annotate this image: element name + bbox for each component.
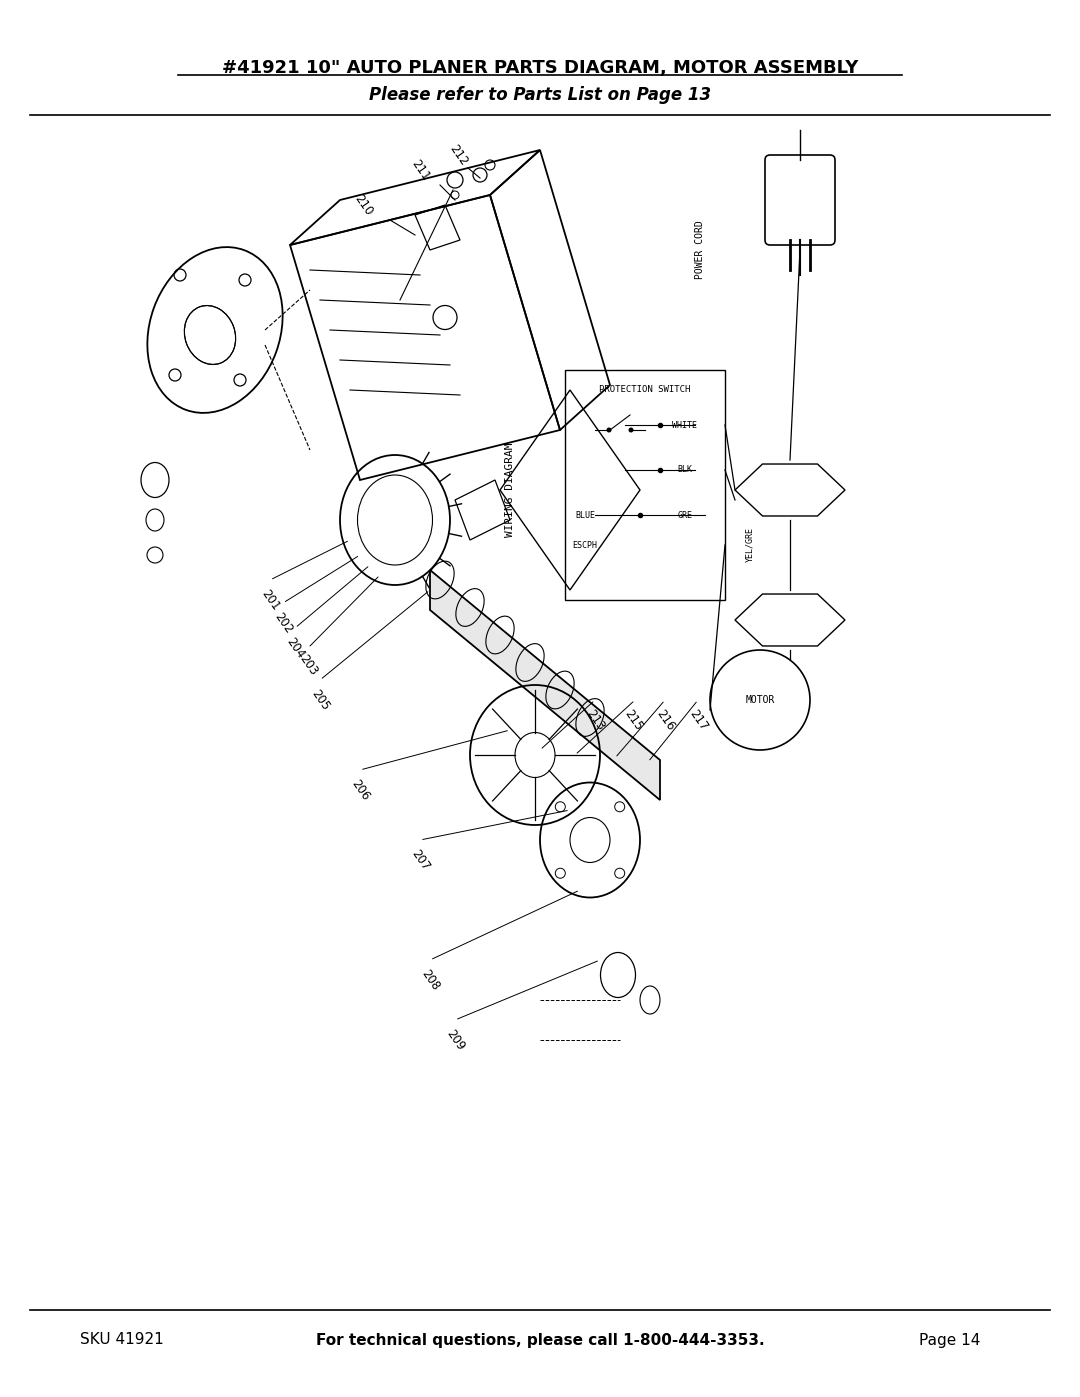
Text: POWER CORD: POWER CORD xyxy=(696,221,705,279)
Polygon shape xyxy=(430,570,660,800)
Text: 216: 216 xyxy=(653,707,677,733)
Text: YEL/GRE: YEL/GRE xyxy=(745,528,754,563)
Text: 201: 201 xyxy=(258,587,282,613)
Text: BLUE: BLUE xyxy=(575,510,595,520)
Circle shape xyxy=(629,427,634,433)
Text: BLK: BLK xyxy=(677,465,692,475)
Text: WHITE: WHITE xyxy=(673,420,698,429)
Text: MOTOR: MOTOR xyxy=(745,694,774,705)
Text: 213: 213 xyxy=(583,707,607,733)
Circle shape xyxy=(607,427,611,433)
Text: WIRING DIAGRAM: WIRING DIAGRAM xyxy=(505,443,515,538)
Text: ESCPH: ESCPH xyxy=(572,541,597,549)
Text: 208: 208 xyxy=(418,967,442,993)
Text: 211: 211 xyxy=(408,156,432,183)
Text: 205: 205 xyxy=(308,687,332,712)
Text: 204: 204 xyxy=(283,636,307,661)
Text: 206: 206 xyxy=(348,777,372,803)
Text: 217: 217 xyxy=(686,707,710,733)
Text: 202: 202 xyxy=(271,610,295,636)
Text: 210: 210 xyxy=(351,193,375,218)
Text: For technical questions, please call 1-800-444-3353.: For technical questions, please call 1-8… xyxy=(315,1333,765,1348)
Text: 209: 209 xyxy=(443,1027,467,1053)
Text: Please refer to Parts List on Page 13: Please refer to Parts List on Page 13 xyxy=(369,87,711,103)
Text: #41921 10" AUTO PLANER PARTS DIAGRAM, MOTOR ASSEMBLY: #41921 10" AUTO PLANER PARTS DIAGRAM, MO… xyxy=(221,59,859,77)
Text: 212: 212 xyxy=(446,142,470,168)
Text: PROTECTION SWITCH: PROTECTION SWITCH xyxy=(599,386,691,394)
Text: SKU 41921: SKU 41921 xyxy=(80,1333,164,1348)
Text: 203: 203 xyxy=(296,652,320,678)
Text: Page 14: Page 14 xyxy=(919,1333,980,1348)
Text: 207: 207 xyxy=(408,847,432,873)
Text: 215: 215 xyxy=(621,707,645,733)
Text: GRE: GRE xyxy=(677,510,692,520)
